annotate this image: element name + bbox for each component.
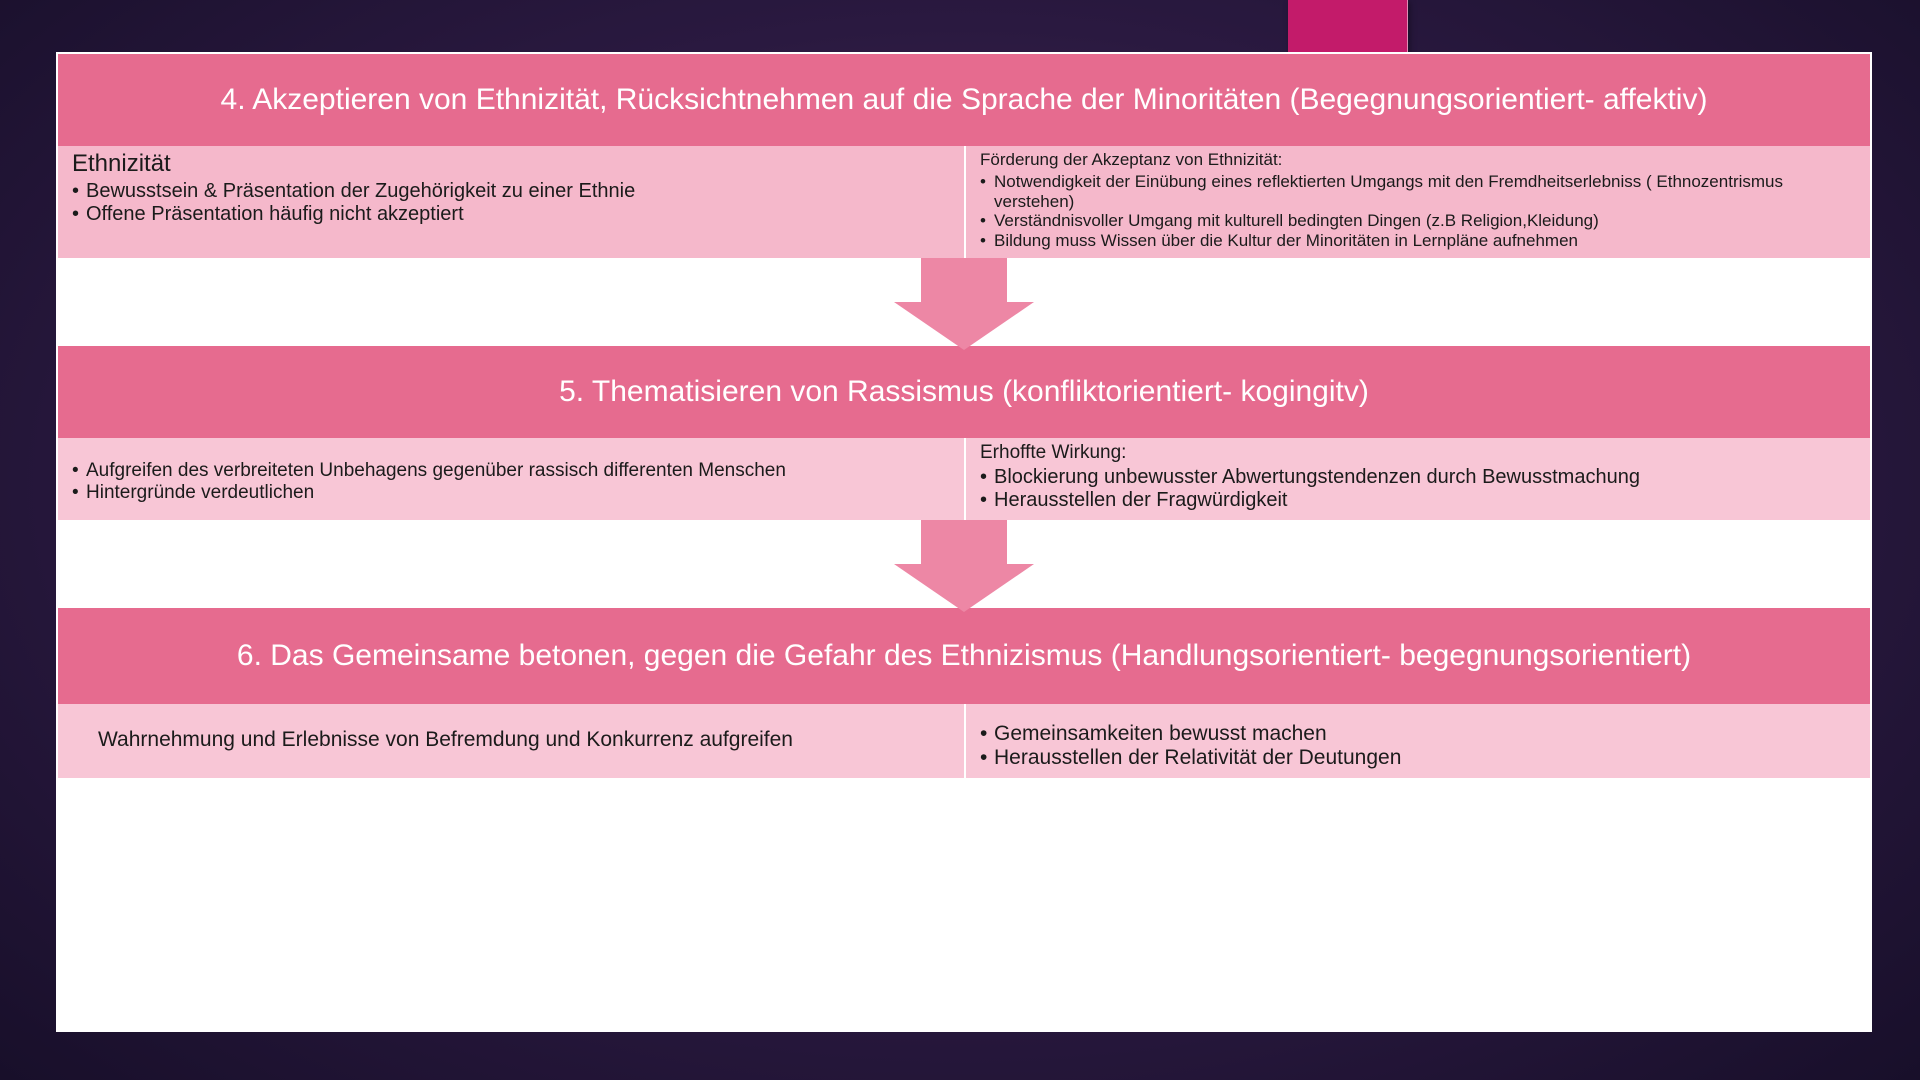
section-5-right-title: Erhoffte Wirkung: — [980, 442, 1856, 464]
section-6-header: 6. Das Gemeinsame betonen, gegen die Gef… — [58, 608, 1870, 704]
section-4: 4. Akzeptieren von Ethnizität, Rücksicht… — [58, 54, 1870, 258]
list-item: Herausstellen der Relativität der Deutun… — [980, 746, 1856, 770]
arrow-shaft — [921, 258, 1007, 302]
arrow-2-wrap — [58, 520, 1870, 608]
section-6-right-list: Gemeinsamkeiten bewusst machen Herausste… — [980, 722, 1856, 770]
diagram-panel: 4. Akzeptieren von Ethnizität, Rücksicht… — [56, 52, 1872, 1032]
section-6-right-cell: Gemeinsamkeiten bewusst machen Herausste… — [964, 704, 1870, 778]
section-4-right-cell: Förderung der Akzeptanz von Ethnizität: … — [964, 146, 1870, 258]
section-4-left-title: Ethnizität — [72, 150, 950, 178]
list-item: Gemeinsamkeiten bewusst machen — [980, 722, 1856, 746]
section-4-right-list: Notwendigkeit der Einübung eines reflekt… — [980, 172, 1856, 250]
list-item: Bewusstsein & Präsentation der Zugehörig… — [72, 180, 950, 203]
arrow-head — [894, 302, 1034, 350]
section-4-left-list: Bewusstsein & Präsentation der Zugehörig… — [72, 180, 950, 226]
section-5-left-list: Aufgreifen des verbreiteten Unbehagens g… — [72, 460, 950, 504]
arrow-down-icon — [894, 520, 1034, 608]
section-4-left-cell: Ethnizität Bewusstsein & Präsentation de… — [58, 146, 964, 258]
section-6-left-cell: Wahrnehmung und Erlebnisse von Befremdun… — [58, 704, 964, 778]
section-5-right-cell: Erhoffte Wirkung: Blockierung unbewusste… — [964, 438, 1870, 520]
list-item: Notwendigkeit der Einübung eines reflekt… — [980, 172, 1856, 211]
section-5-body: Aufgreifen des verbreiteten Unbehagens g… — [58, 438, 1870, 520]
section-6-left-text: Wahrnehmung und Erlebnisse von Befremdun… — [98, 728, 940, 752]
list-item: Bildung muss Wissen über die Kultur der … — [980, 231, 1856, 251]
arrow-down-icon — [894, 258, 1034, 346]
list-item: Offene Präsentation häufig nicht akzepti… — [72, 203, 950, 226]
section-4-right-title: Förderung der Akzeptanz von Ethnizität: — [980, 150, 1856, 170]
list-item: Aufgreifen des verbreiteten Unbehagens g… — [72, 460, 950, 482]
list-item: Herausstellen der Fragwürdigkeit — [980, 489, 1856, 512]
list-item: Blockierung unbewusster Abwertungstenden… — [980, 466, 1856, 489]
arrow-shaft — [921, 520, 1007, 564]
list-item: Verständnisvoller Umgang mit kulturell b… — [980, 211, 1856, 231]
arrow-head — [894, 564, 1034, 612]
section-6: 6. Das Gemeinsame betonen, gegen die Gef… — [58, 608, 1870, 778]
section-4-body: Ethnizität Bewusstsein & Präsentation de… — [58, 146, 1870, 258]
section-5: 5. Thematisieren von Rassismus (konflikt… — [58, 346, 1870, 520]
section-5-left-cell: Aufgreifen des verbreiteten Unbehagens g… — [58, 438, 964, 520]
arrow-1-wrap — [58, 258, 1870, 346]
section-4-header: 4. Akzeptieren von Ethnizität, Rücksicht… — [58, 54, 1870, 146]
section-5-right-list: Blockierung unbewusster Abwertungstenden… — [980, 466, 1856, 512]
list-item: Hintergründe verdeutlichen — [72, 482, 950, 504]
section-6-body: Wahrnehmung und Erlebnisse von Befremdun… — [58, 704, 1870, 778]
section-5-header: 5. Thematisieren von Rassismus (konflikt… — [58, 346, 1870, 438]
